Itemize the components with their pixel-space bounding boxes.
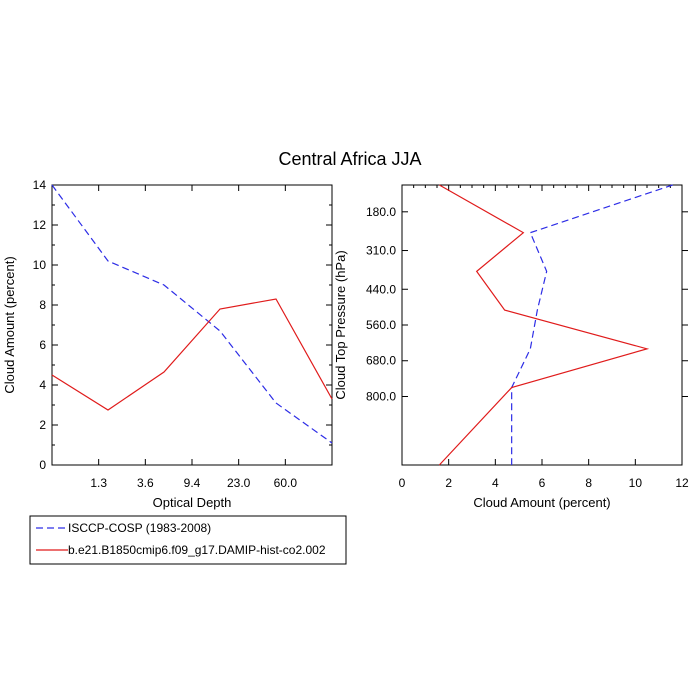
legend: ISCCP-COSP (1983-2008) b.e21.B1850cmip6.f… xyxy=(29,515,347,565)
series-line-isccp-cosp xyxy=(51,184,333,444)
y-tick-label: 2 xyxy=(39,418,46,432)
y-tick-label: 0 xyxy=(39,458,46,472)
chart-title: Central Africa JJA xyxy=(278,149,421,169)
y-tick-label: 12 xyxy=(33,218,47,232)
y-axis-label: Cloud Top Pressure (hPa) xyxy=(333,250,348,399)
x-tick-label: 12 xyxy=(675,476,689,490)
y-tick-label: 8 xyxy=(39,298,46,312)
legend-box xyxy=(29,515,347,565)
x-tick-label: 6 xyxy=(539,476,546,490)
x-axis-label: Optical Depth xyxy=(153,495,232,510)
x-axis-label: Cloud Amount (percent) xyxy=(473,495,610,510)
y-tick-label: 180.0 xyxy=(366,205,396,219)
panel-optical-depth: 0 2 4 6 8 10 12 14 1.3 3.6 9.4 23.0 60.0 Optical Dept… xyxy=(2,178,333,510)
series-line-model xyxy=(438,184,650,466)
x-tick-label: 10 xyxy=(629,476,643,490)
y-tick-label: 10 xyxy=(33,258,47,272)
y-tick-label: 14 xyxy=(33,178,47,192)
y-tick-label: 680.0 xyxy=(366,354,396,368)
y-axis-label: Cloud Amount (percent) xyxy=(2,256,17,393)
panel-cloud-top-pressure: 0 2 4 6 8 10 12 180.0 310.0 440.0 560.0 680.0 800.0 C… xyxy=(333,184,689,510)
y-tick-label: 800.0 xyxy=(366,389,396,403)
y-tick-label: 440.0 xyxy=(366,282,396,296)
y-tick-label: 6 xyxy=(39,338,46,352)
legend-entry-label: ISCCP-COSP (1983-2008) xyxy=(68,521,211,535)
x-tick-label: 1.3 xyxy=(90,476,107,490)
x-tick-label: 0 xyxy=(399,476,406,490)
x-tick-label: 8 xyxy=(585,476,592,490)
plot-frame-right xyxy=(401,184,683,466)
series-line-isccp-cosp xyxy=(511,184,673,465)
series-line-model xyxy=(51,298,333,411)
y-tick-label: 560.0 xyxy=(366,318,396,332)
x-tick-label: 4 xyxy=(492,476,499,490)
x-tick-label: 9.4 xyxy=(184,476,201,490)
legend-entry-label: b.e21.B1850cmip6.f09_g17.DAMIP-hist-co2.… xyxy=(68,543,326,557)
y-tick-label: 310.0 xyxy=(366,244,396,258)
x-tick-label: 60.0 xyxy=(274,476,298,490)
y-tick-label: 4 xyxy=(39,378,46,392)
x-tick-label: 2 xyxy=(445,476,452,490)
x-tick-label: 23.0 xyxy=(227,476,251,490)
x-tick-label: 3.6 xyxy=(137,476,154,490)
